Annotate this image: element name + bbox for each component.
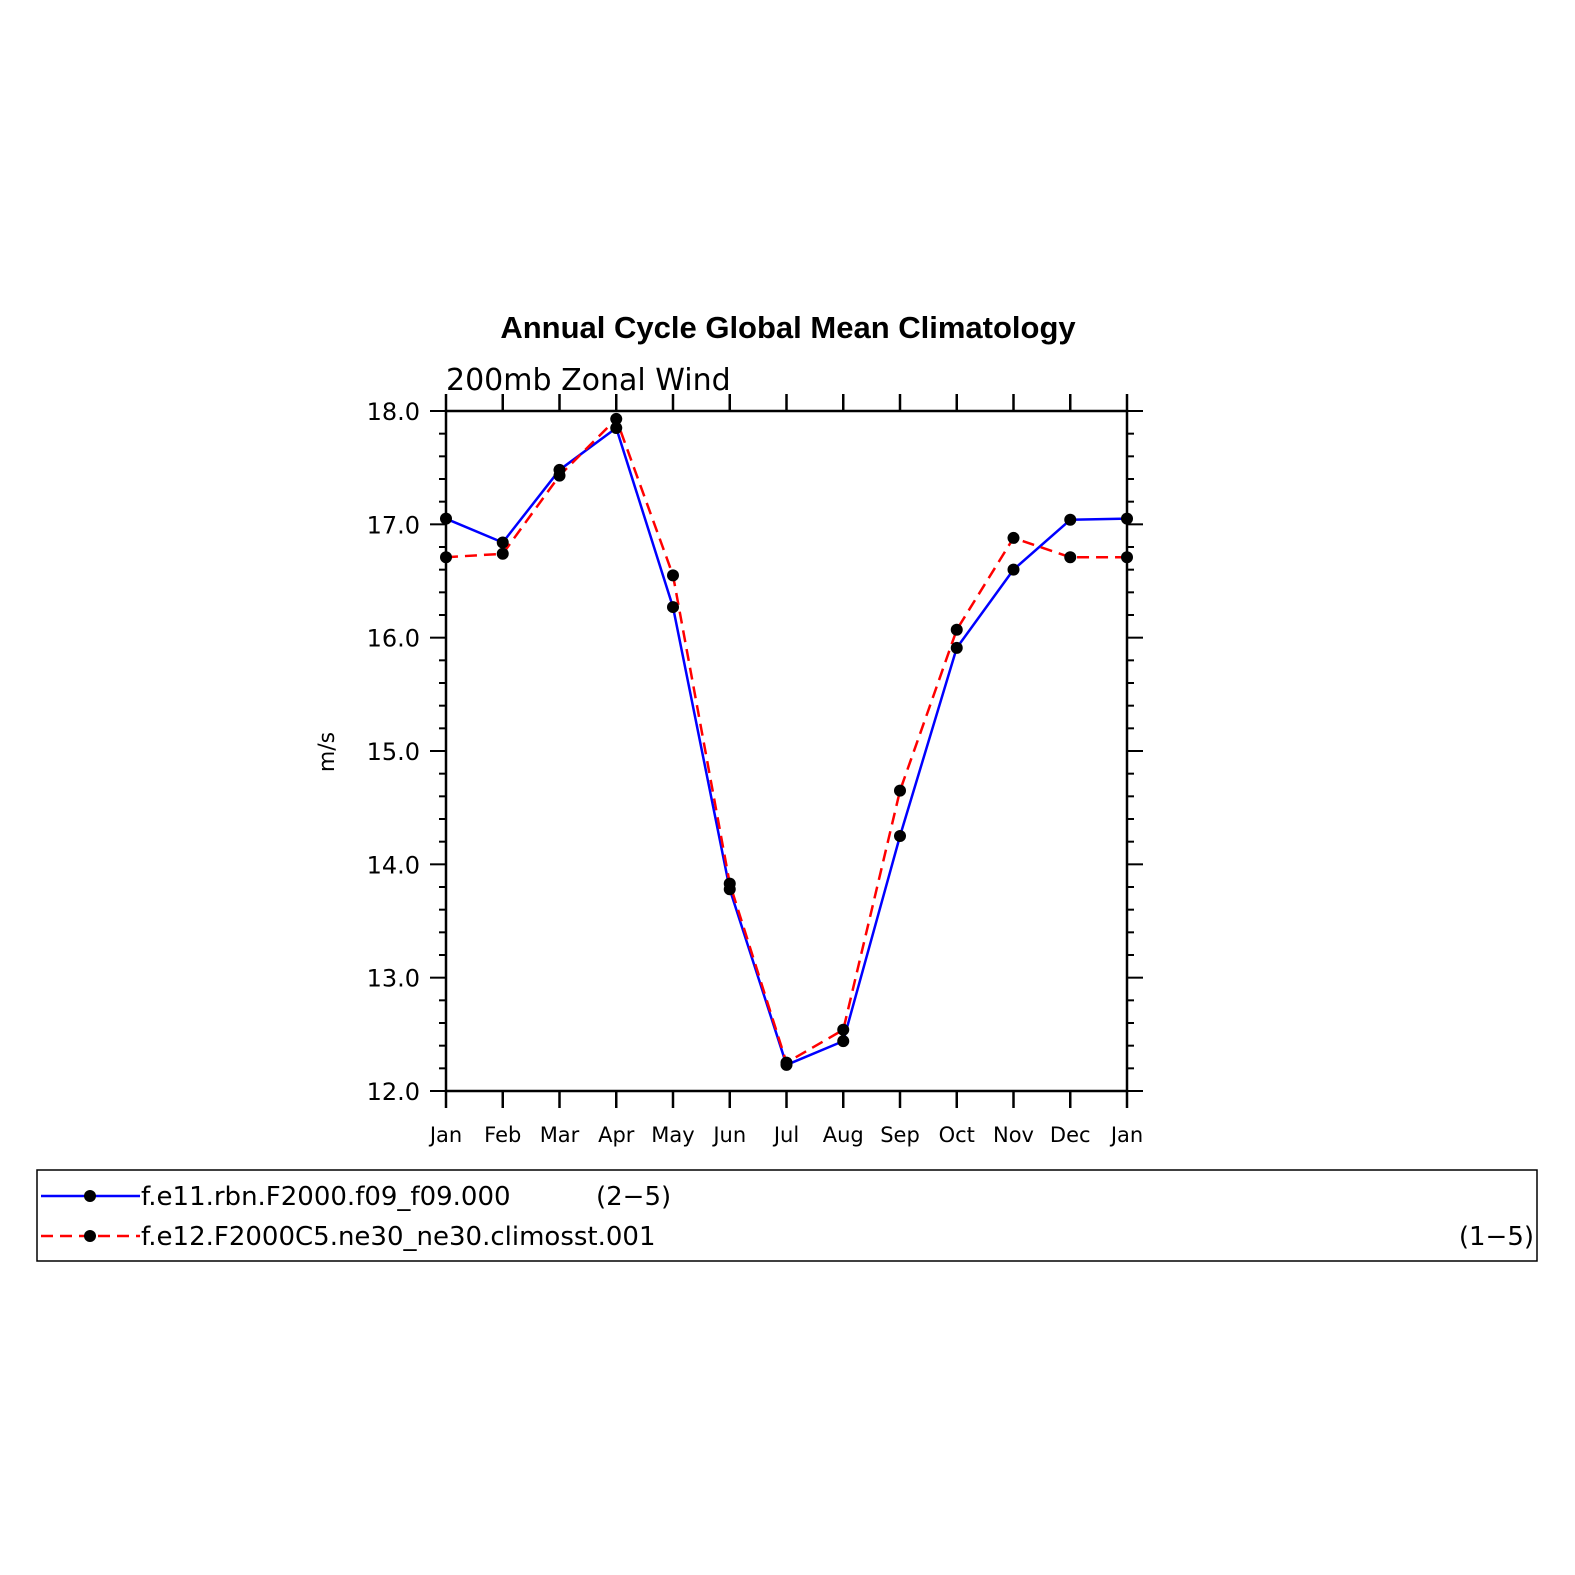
legend-range-series-2: (1−5) [1459, 1222, 1534, 1252]
x-tick-label: Jan [1109, 1123, 1143, 1147]
data-point-series-2 [780, 1056, 793, 1069]
y-tick-label: 16.0 [367, 625, 420, 653]
data-point-series-2 [1064, 551, 1077, 564]
y-tick-label: 15.0 [367, 738, 420, 766]
y-tick-label: 17.0 [367, 511, 420, 539]
y-tick-label: 12.0 [367, 1078, 420, 1106]
data-point-series-1 [667, 601, 679, 614]
plot-frame [444, 409, 1129, 1093]
data-point-series-1 [610, 422, 623, 434]
data-point-series-1 [950, 641, 963, 654]
legend-marker-series-2 [84, 1230, 96, 1242]
y-tick-labels: 12.0 13.0 14.0 15.0 16.0 17.0 18.0 [367, 398, 420, 1106]
y-axis-label: m/s [315, 732, 340, 772]
data-point-series-1 [894, 830, 906, 842]
x-tick-label: Jun [711, 1123, 746, 1147]
data-point-series-1 [837, 1035, 850, 1048]
chart-subtitle: 200mb Zonal Wind [446, 363, 731, 398]
x-tick-labels: Jan Feb Mar Apr May Jun Jul Aug Sep Oct Nov Dec Jan [428, 1123, 1143, 1147]
legend-range-series-1: (2−5) [596, 1182, 671, 1212]
series-group [440, 412, 1133, 1071]
x-tick-label: Jan [428, 1123, 462, 1147]
x-tick-label: Mar [540, 1123, 580, 1147]
x-tick-label: Apr [598, 1123, 635, 1147]
x-tick-label: May [651, 1123, 694, 1147]
legend: f.e11.rbn.F2000.f09_f09.000 (2−5) f.e12.… [36, 1169, 1538, 1262]
data-point-series-2 [723, 877, 736, 890]
x-tick-label: Dec [1050, 1123, 1091, 1147]
data-point-series-2 [667, 569, 679, 582]
series-line-1 [445, 426, 1128, 1067]
y-tick-label: 13.0 [367, 965, 420, 993]
legend-marker-series-1 [84, 1190, 96, 1202]
data-point-series-2 [553, 469, 566, 482]
data-point-series-1 [1007, 563, 1020, 576]
data-point-series-1 [496, 536, 509, 549]
x-tick-label: Oct [939, 1123, 975, 1147]
y-tick-label: 18.0 [367, 398, 420, 426]
data-point-series-2 [1007, 531, 1020, 544]
data-point-series-2 [610, 412, 623, 425]
legend-box [36, 1169, 1538, 1262]
legend-label-series-2: f.e12.F2000C5.ne30_ne30.climosst.001 [141, 1222, 656, 1252]
series-line-2 [445, 417, 1127, 1064]
data-point-series-2 [894, 784, 906, 797]
chart-title: Annual Cycle Global Mean Climatology [500, 310, 1076, 345]
x-tick-label: Sep [880, 1123, 920, 1147]
data-point-series-1 [1064, 513, 1077, 526]
x-tick-label: Nov [993, 1123, 1034, 1147]
data-point-series-2 [837, 1023, 850, 1036]
x-tick-label: Jul [772, 1123, 799, 1147]
x-tick-label: Feb [484, 1123, 521, 1147]
axis-ticks [430, 394, 1143, 1108]
x-tick-label: Aug [823, 1123, 864, 1147]
legend-label-series-1: f.e11.rbn.F2000.f09_f09.000 [141, 1182, 511, 1212]
y-tick-label: 14.0 [367, 851, 420, 879]
data-point-series-2 [496, 547, 509, 560]
data-point-series-2 [950, 623, 963, 636]
